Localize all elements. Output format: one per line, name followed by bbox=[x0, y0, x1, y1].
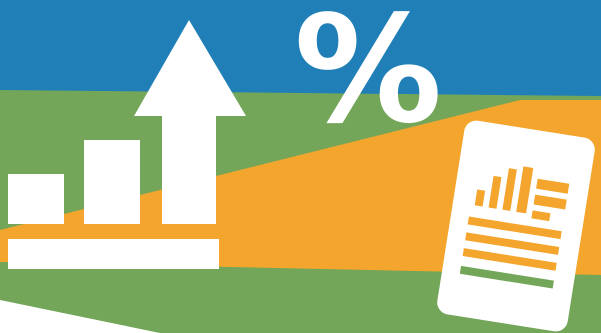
bar-chart-up-arrow-icon bbox=[8, 20, 246, 269]
document-footer-line bbox=[459, 265, 554, 289]
white-corner bbox=[0, 300, 160, 333]
document-chart bbox=[474, 166, 570, 222]
chart-bar-1 bbox=[8, 174, 64, 224]
report-document-icon bbox=[437, 120, 595, 332]
arrow-head bbox=[134, 20, 246, 116]
chart-baseline bbox=[8, 239, 219, 269]
arrow-shaft bbox=[162, 114, 216, 224]
percent-sign: % bbox=[294, 0, 442, 156]
chart-bar-2 bbox=[84, 140, 140, 224]
document-text-lines bbox=[462, 216, 562, 271]
